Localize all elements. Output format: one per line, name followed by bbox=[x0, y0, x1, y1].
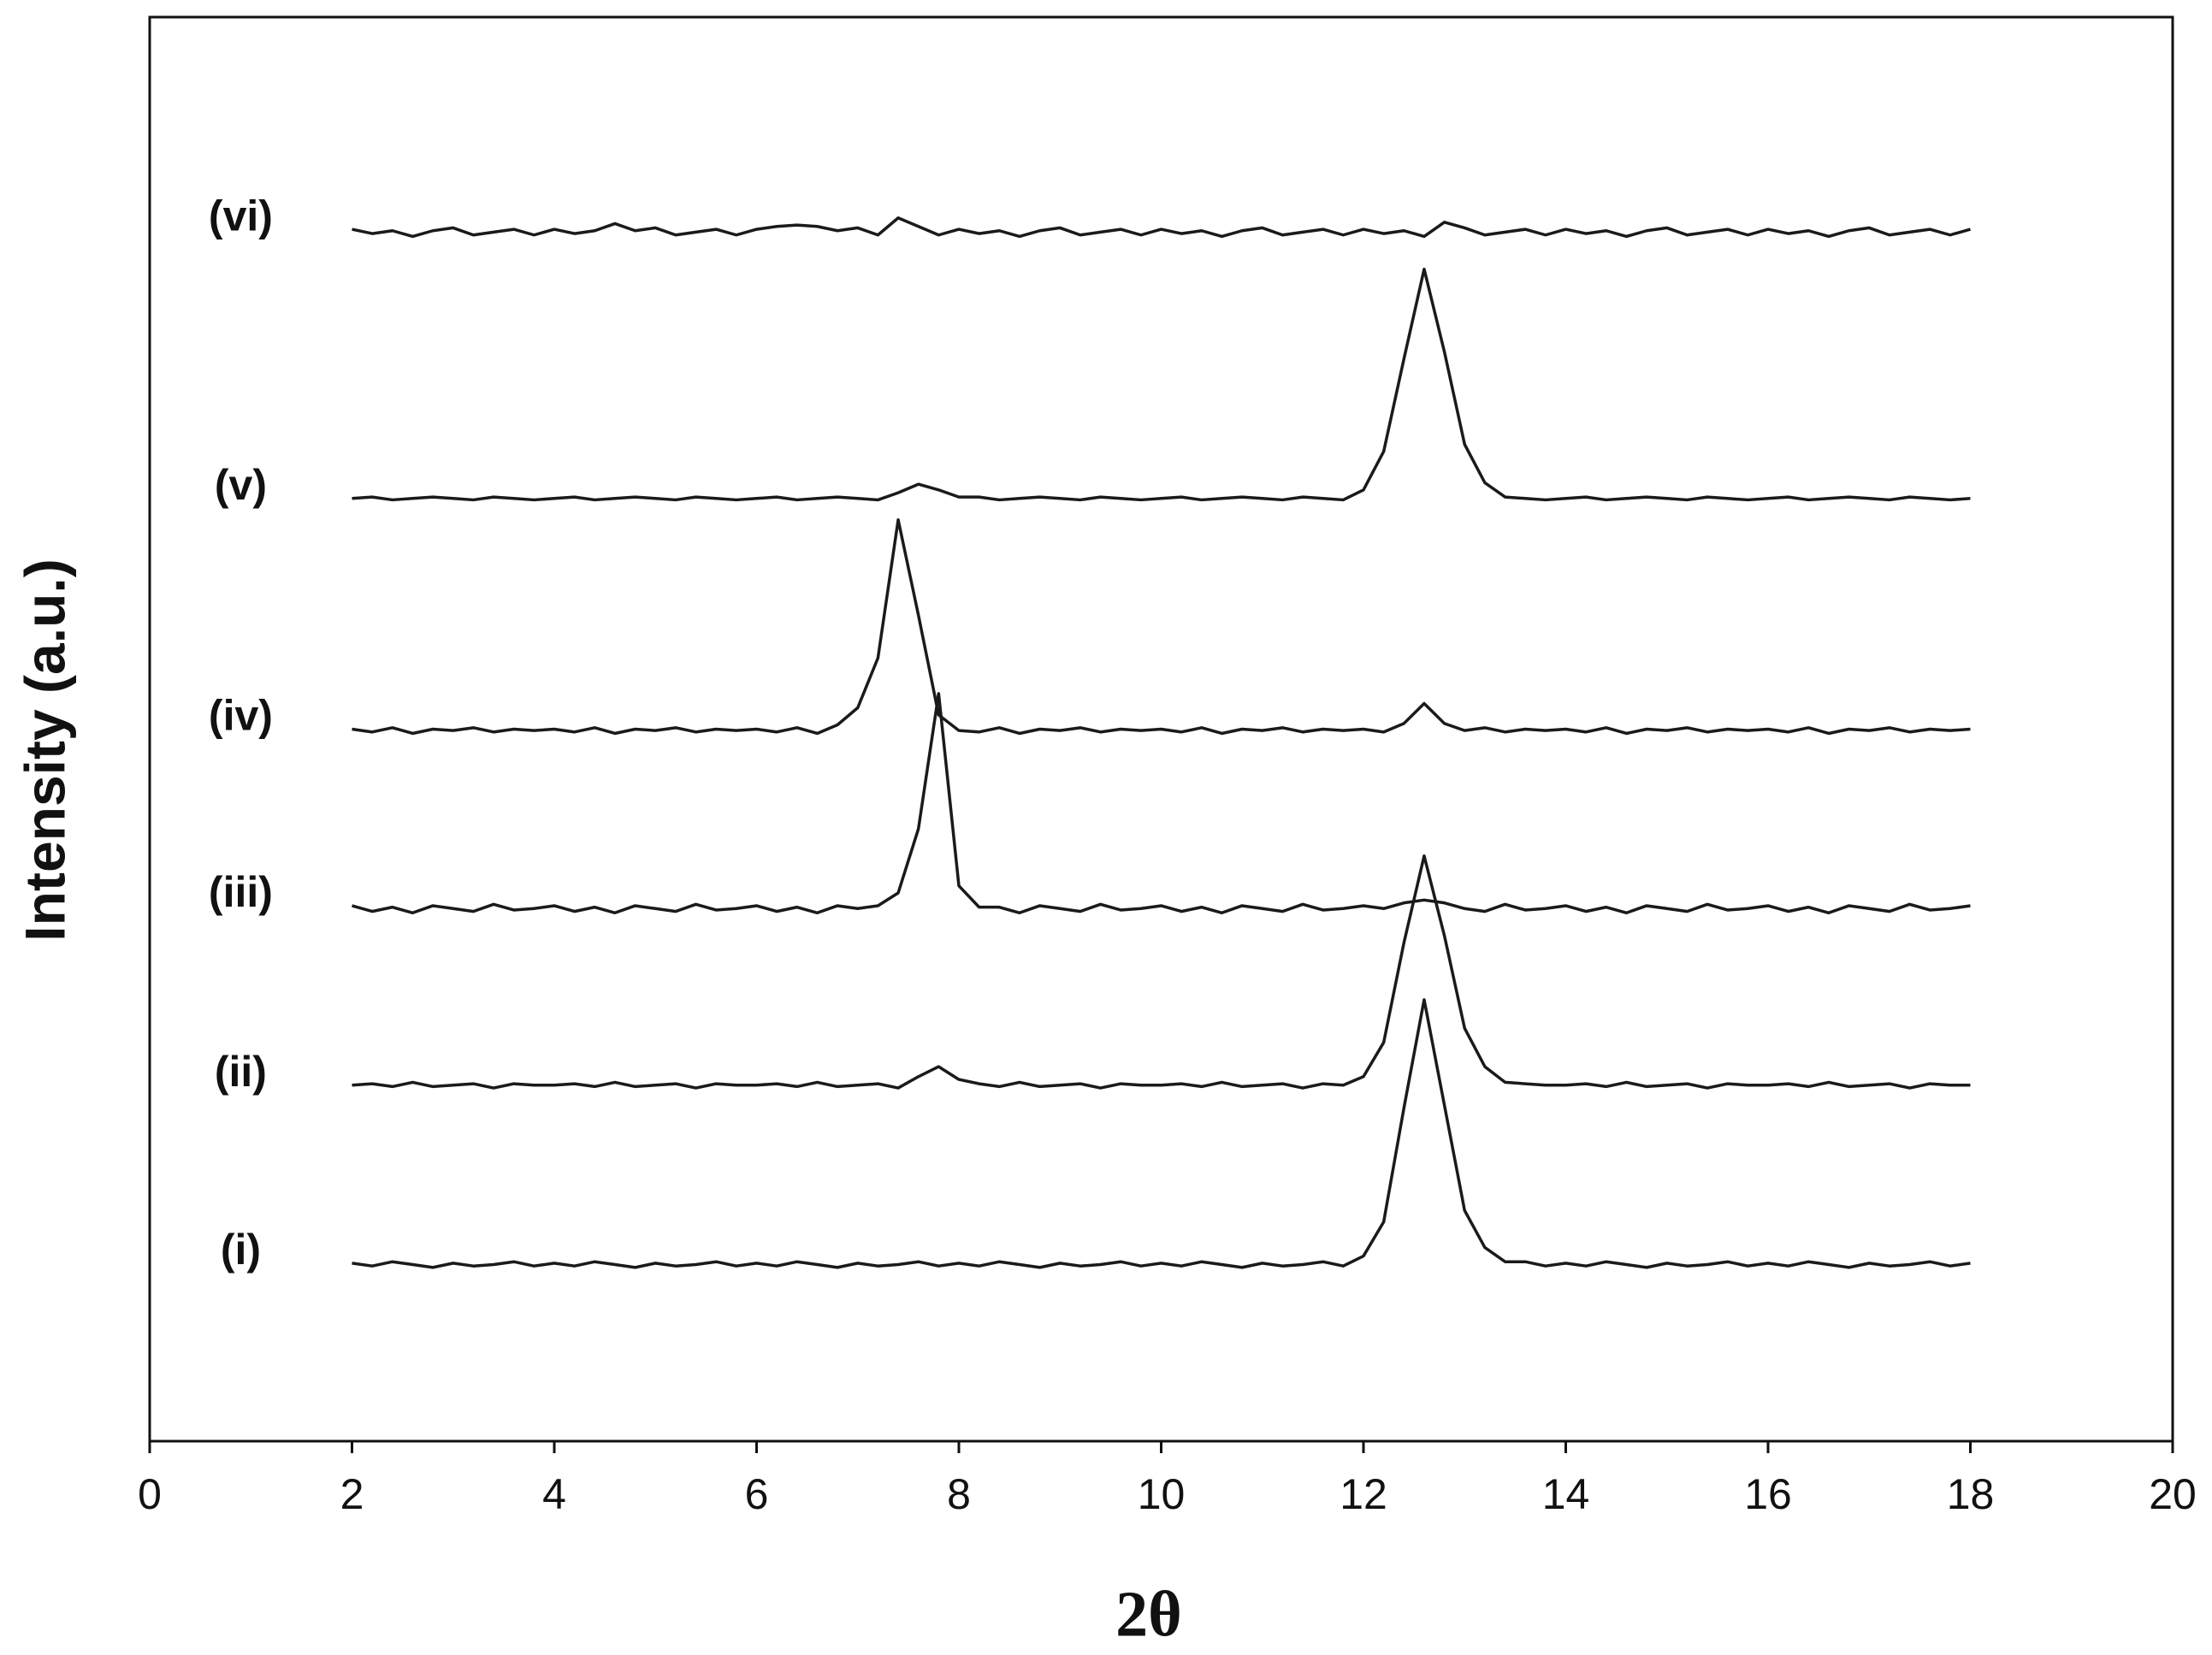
x-tick-label: 6 bbox=[745, 1470, 769, 1518]
series-label: (iii) bbox=[209, 868, 273, 916]
x-tick-label: 16 bbox=[1744, 1470, 1792, 1518]
series-label: (ii) bbox=[215, 1048, 267, 1096]
x-tick-label: 18 bbox=[1947, 1470, 1995, 1518]
series-line bbox=[352, 216, 1971, 239]
series-line bbox=[352, 854, 1971, 1090]
x-tick-label: 14 bbox=[1542, 1470, 1590, 1518]
x-tick-label: 0 bbox=[138, 1470, 162, 1518]
series-line bbox=[352, 692, 1971, 915]
x-tick-label: 2 bbox=[340, 1470, 364, 1518]
x-axis-title: 2θ bbox=[1115, 1578, 1182, 1650]
series-label: (vi) bbox=[209, 192, 273, 239]
y-axis-title: Intensity (a.u.) bbox=[13, 559, 76, 941]
series-label: (i) bbox=[221, 1226, 261, 1274]
series-label: (iv) bbox=[209, 692, 273, 740]
series-label: (v) bbox=[215, 461, 267, 509]
x-tick-label: 8 bbox=[947, 1470, 971, 1518]
x-tick-label: 12 bbox=[1340, 1470, 1387, 1518]
x-tick-label: 4 bbox=[542, 1470, 566, 1518]
series-line bbox=[352, 517, 1971, 736]
series-line bbox=[352, 998, 1971, 1269]
x-tick-label: 10 bbox=[1138, 1470, 1186, 1518]
series-line bbox=[352, 267, 1971, 502]
x-tick-label: 20 bbox=[2149, 1470, 2197, 1518]
